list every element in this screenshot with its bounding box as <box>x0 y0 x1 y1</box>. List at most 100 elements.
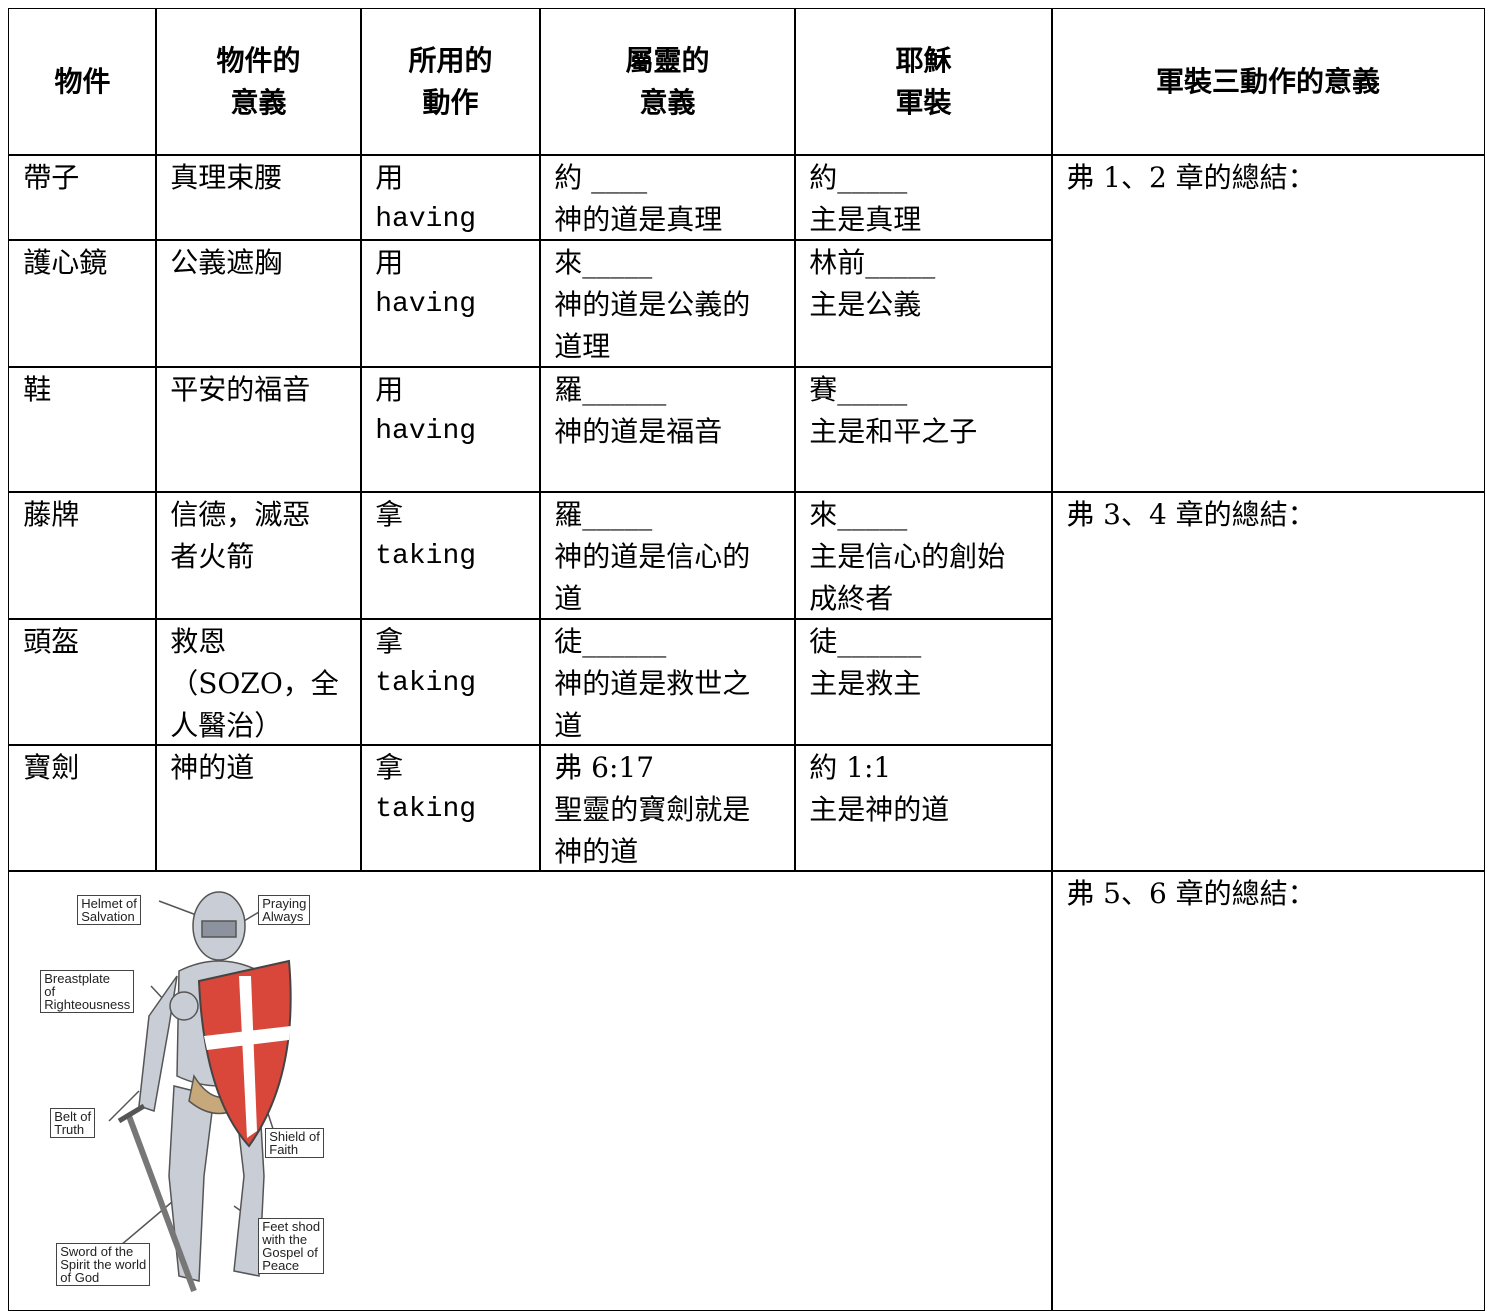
cell-text: 軍裝三動作的意義 <box>1155 65 1380 98</box>
table-cell: 來_____ 主是信心的創始 成終者 <box>794 491 1053 620</box>
label-text: Breastplate <box>44 971 111 987</box>
cell-text: 用 <box>375 246 404 280</box>
table-cell: 耶穌 軍裝 <box>794 8 1053 156</box>
cell-text: 道 <box>554 709 583 743</box>
label-text: Belt of <box>54 1109 92 1125</box>
cell-text: 聖靈的寶劍就是 <box>554 793 751 827</box>
table-cell: 拿 taking <box>360 744 541 872</box>
table-cell: 信德，滅惡者火箭 <box>155 491 362 620</box>
cell-text: 頭盔 <box>23 625 80 659</box>
table-cell: 徒______ 神的道是救世之道 <box>539 618 796 746</box>
cell-text: 拿 <box>375 498 404 532</box>
table-cell: 賽_____ 主是和平之子 <box>794 366 1053 493</box>
table-cell: 約_____ 主是真理 <box>794 154 1053 241</box>
cell-text: 用 <box>375 161 404 195</box>
cell-text: 神的道是信心的 <box>554 540 751 574</box>
cell-text: 主是信心的創始 <box>809 540 1006 574</box>
cell-text: 所用的 <box>408 44 493 77</box>
cell-text: 救恩 <box>170 625 227 659</box>
label-text: Truth <box>54 1122 85 1138</box>
cell-text: 約 1:1 <box>809 751 892 785</box>
label-text: Praying <box>262 896 307 912</box>
cell-text: 耶穌 <box>895 44 952 77</box>
table-cell: 約 ____ 神的道是真理 <box>539 154 796 241</box>
table-cell: 弗 1、2 章的總結： <box>1051 154 1485 493</box>
table-cell: 救恩 （SOZO，全 人醫治） <box>155 618 362 746</box>
table-cell: 頭盔 <box>8 618 157 746</box>
table-cell: 平安的福音 <box>155 366 362 493</box>
cell-text: 約 ____ <box>554 161 648 195</box>
cell-text: 成終者 <box>809 582 894 616</box>
cell-text: 弗 3、4 章的總結： <box>1066 498 1316 532</box>
image-label: Belt of Truth <box>50 1108 96 1139</box>
cell-text: 意義 <box>639 86 696 119</box>
table-cell: 拿 taking <box>360 491 541 620</box>
label-text: Salvation <box>81 909 135 925</box>
armor-illustration <box>108 891 292 1293</box>
table-cell: 拿 taking <box>360 618 541 746</box>
cell-text: having <box>375 289 477 321</box>
cell-text: 約_____ <box>809 161 908 195</box>
label-text: Righteousness <box>44 997 131 1013</box>
cell-text: 公義遮胸 <box>170 246 283 280</box>
cell-text: 羅_____ <box>554 498 653 532</box>
cell-text: 主是救主 <box>809 667 922 701</box>
table-cell: 弗 5、6 章的總結： <box>1051 870 1485 1311</box>
cell-text: 用 <box>375 373 404 407</box>
cell-text: 拿 <box>375 751 404 785</box>
cell-text: 神的道是公義的 <box>554 288 751 322</box>
cell-text: 神的道是福音 <box>554 415 723 449</box>
table-cell: 來_____ 神的道是公義的 道理 <box>539 239 796 368</box>
cell-text: 弗 6:17 <box>554 751 655 785</box>
table-cell: 羅______ 神的道是福音 <box>539 366 796 493</box>
image-label: Praying Always <box>258 895 311 926</box>
cell-text: 來_____ <box>809 498 908 532</box>
label-text: Gospel of <box>262 1245 318 1261</box>
cell-text: taking <box>375 668 477 700</box>
table-cell: 物件 <box>8 8 157 156</box>
cell-text: 賽_____ <box>809 373 908 407</box>
cell-text: 弗 1、2 章的總結： <box>1066 161 1316 195</box>
table-cell: 羅_____ 神的道是信心的道 <box>539 491 796 620</box>
cell-text: taking <box>375 794 477 826</box>
table-cell: 弗 3、4 章的總結： <box>1051 491 1485 872</box>
table-cell: 帶子 <box>8 154 157 241</box>
cell-text: 帶子 <box>23 161 80 195</box>
table-cell: 所用的 動作 <box>360 8 541 156</box>
cell-text: 神的道是救世之 <box>554 667 751 701</box>
cell-text: 護心鏡 <box>23 246 108 280</box>
label-text: Faith <box>269 1142 299 1158</box>
image-label: Shield of Faith <box>265 1128 324 1159</box>
cell-text: 道理 <box>554 330 611 364</box>
cell-text: 主是神的道 <box>809 793 950 827</box>
cell-text: 平安的福音 <box>170 373 311 407</box>
table-cell: 林前_____ 主是公義 <box>794 239 1053 368</box>
table-cell: 用 having <box>360 366 541 493</box>
label-text: Shield of <box>269 1129 320 1145</box>
cell-text: 軍裝 <box>895 86 952 119</box>
cell-text: 鞋 <box>23 373 52 407</box>
cell-text: 徒______ <box>554 625 667 659</box>
table-cell: 真理束腰 <box>155 154 362 241</box>
table-cell: 公義遮胸 <box>155 239 362 368</box>
cell-text: taking <box>375 541 477 573</box>
cell-text: 來_____ <box>554 246 653 280</box>
table-cell: 約 1:1 主是神的道 <box>794 744 1053 872</box>
image-label: Helmet of Salvation <box>77 895 141 926</box>
image-cell: Helmet of Salvation Praying Always Breastpla… <box>8 870 1053 1311</box>
image-label: Feet shod with the Gospel of Peace <box>258 1218 325 1275</box>
cell-text: 者火箭 <box>170 540 255 574</box>
table-cell: 護心鏡 <box>8 239 157 368</box>
cell-text: 意義 <box>230 86 287 119</box>
cell-text: 信德，滅惡 <box>170 498 311 532</box>
cell-text: 藤牌 <box>23 498 80 532</box>
cell-text: 真理束腰 <box>170 161 283 195</box>
cell-text: 道 <box>554 582 583 616</box>
cell-text: 羅______ <box>554 373 667 407</box>
cell-text: 人醫治） <box>170 709 283 743</box>
cell-text: 物件 <box>54 65 111 98</box>
label-text: Spirit the world <box>60 1257 147 1273</box>
label-text: Sword of the <box>60 1244 134 1260</box>
table-cell: 用 having <box>360 154 541 241</box>
